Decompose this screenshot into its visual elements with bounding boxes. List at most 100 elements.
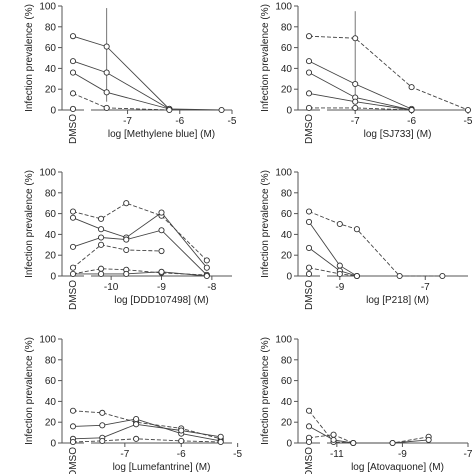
y-tick-label: 40: [45, 397, 57, 408]
data-point: [352, 80, 359, 88]
data-point: [464, 106, 472, 114]
x-tick-label: -5: [233, 449, 242, 460]
data-point: [99, 422, 106, 429]
dmso-point: [69, 438, 77, 446]
data-point: [133, 416, 140, 423]
data-point: [123, 246, 130, 254]
dmso-point: [69, 33, 77, 40]
data-point: [158, 268, 165, 275]
data-point: [123, 200, 130, 207]
series-line: [308, 211, 443, 277]
y-tick-label: 80: [45, 355, 57, 366]
data-point: [98, 215, 105, 222]
dmso-point: [69, 105, 77, 113]
series-line: [308, 60, 412, 110]
x-tick-label: -6: [407, 116, 416, 127]
dmso-point: [305, 90, 313, 97]
dmso-point: [69, 208, 77, 215]
data-point: [203, 257, 210, 264]
x-axis-label: log [DDD107498] (M): [114, 295, 208, 306]
y-tick-label: 20: [281, 85, 293, 96]
dmso-label: DMSO: [304, 114, 315, 144]
dmso-point: [305, 104, 313, 111]
y-tick-label: 20: [45, 418, 57, 429]
data-point: [98, 270, 105, 277]
data-point: [217, 433, 224, 440]
y-tick-label: 60: [45, 209, 57, 220]
data-point: [408, 106, 415, 114]
dmso-label: DMSO: [68, 114, 79, 144]
series-line: [72, 244, 162, 269]
chart-panel-5: 0 20 40 60 80 100 Infection prevalence (%) -7 -6…: [24, 335, 243, 474]
data-point: [218, 106, 225, 114]
y-tick-label: 60: [45, 43, 57, 54]
data-point: [133, 421, 140, 428]
x-tick-label: -7: [120, 449, 129, 460]
data-point: [330, 431, 337, 438]
data-point: [178, 437, 185, 444]
series-line: [72, 438, 221, 443]
dmso-point: [305, 33, 313, 40]
y-tick-label: 40: [281, 230, 293, 241]
y-tick-label: 40: [281, 397, 293, 408]
y-axis-label: Infection prevalence (%): [24, 337, 35, 445]
y-tick-label: 100: [275, 335, 292, 346]
y-tick-label: 20: [45, 85, 57, 96]
series-line: [72, 72, 170, 110]
data-point: [336, 262, 343, 269]
dmso-point: [69, 214, 77, 221]
dmso-point: [69, 69, 77, 76]
data-point: [98, 241, 105, 248]
y-tick-label: 20: [281, 418, 293, 429]
y-axis-label: Infection prevalence (%): [24, 170, 35, 278]
data-point: [103, 89, 110, 96]
y-axis-label: Infection prevalence (%): [24, 4, 35, 112]
y-tick-label: 0: [50, 439, 56, 450]
data-point: [352, 98, 359, 105]
dmso-point: [305, 423, 313, 430]
data-point: [389, 439, 396, 447]
dmso-point: [305, 69, 313, 76]
series-line: [308, 410, 429, 444]
data-point: [353, 272, 360, 280]
data-point: [217, 438, 224, 446]
dmso-label: DMSO: [68, 280, 79, 310]
dmso-point: [305, 218, 313, 225]
x-axis-label: log [SJ733] (M): [364, 129, 432, 140]
x-tick-label: -5: [464, 116, 473, 127]
data-point: [178, 427, 185, 434]
data-point: [408, 84, 415, 91]
dmso-point: [305, 270, 313, 277]
dmso-point: [69, 243, 77, 250]
data-point: [123, 270, 130, 277]
data-point: [352, 35, 359, 42]
dmso-point: [305, 208, 313, 215]
data-point: [158, 247, 165, 255]
y-tick-label: 0: [286, 272, 292, 283]
data-point: [396, 272, 403, 280]
y-axis-label: Infection prevalence (%): [260, 4, 271, 112]
data-point: [352, 104, 359, 111]
y-tick-label: 100: [39, 335, 56, 346]
y-tick-label: 80: [281, 22, 293, 33]
chart-panel-1: 0 20 40 60 80 100 Infection prevalence (%) -7 -6…: [24, 2, 237, 145]
y-tick-label: 100: [275, 2, 292, 13]
data-point: [425, 436, 432, 443]
data-point: [203, 272, 210, 280]
dmso-point: [69, 423, 77, 430]
dmso-point: [69, 264, 77, 271]
y-tick-label: 0: [286, 106, 292, 117]
data-point: [353, 226, 360, 233]
data-point: [203, 264, 210, 271]
data-point: [439, 272, 446, 280]
y-tick-label: 0: [50, 272, 56, 283]
y-tick-label: 60: [281, 376, 293, 387]
data-point: [158, 227, 165, 234]
data-point: [98, 265, 105, 272]
dmso-label: DMSO: [304, 280, 315, 310]
x-tick-label: -10: [104, 282, 119, 293]
x-tick-label: -9: [335, 282, 344, 293]
y-tick-label: 80: [281, 188, 293, 199]
dmso-point: [69, 58, 77, 65]
